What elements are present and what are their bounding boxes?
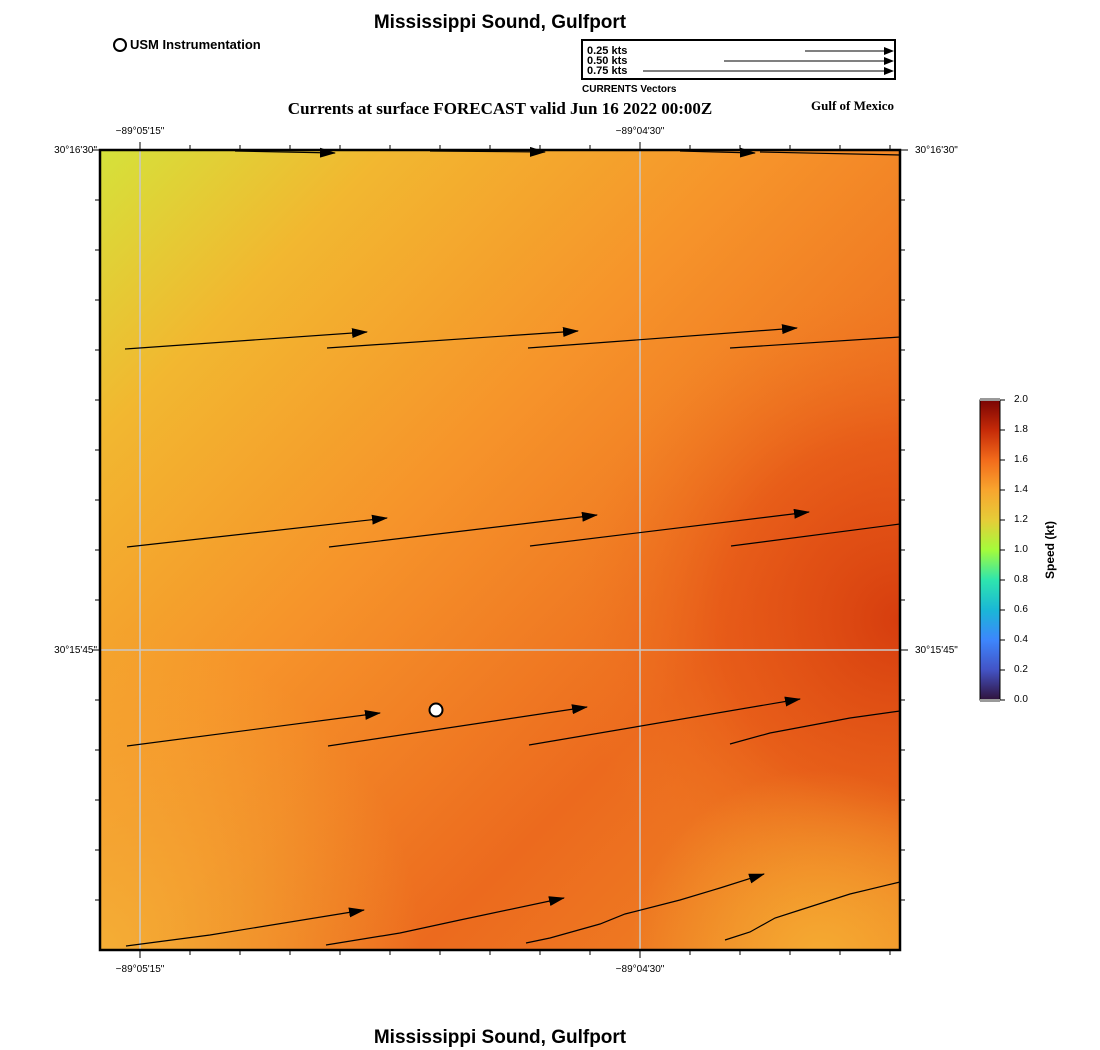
colorbar-ramp bbox=[979, 399, 1001, 701]
current-vector bbox=[325, 896, 565, 946]
vector-legend-caption: CURRENTS Vectors bbox=[582, 84, 677, 95]
current-vector bbox=[125, 907, 365, 947]
current-vector bbox=[679, 147, 756, 158]
current-vector bbox=[124, 328, 368, 350]
vector-legend-box: 0.25 kts 0.50 kts 0.75 kts bbox=[581, 39, 896, 80]
current-vector bbox=[759, 151, 901, 156]
graticule bbox=[100, 150, 900, 950]
map-subtitle: Currents at surface FORECAST valid Jun 1… bbox=[287, 99, 713, 118]
current-vector bbox=[525, 873, 765, 944]
colorbar-tick-label: 1.2 bbox=[1014, 514, 1028, 525]
current-vectors bbox=[124, 146, 901, 947]
colorbar-cap-bottom bbox=[980, 699, 1000, 702]
current-vector bbox=[724, 881, 901, 941]
current-vector bbox=[729, 336, 901, 349]
frame-ticks bbox=[92, 142, 908, 958]
lat-label-right-2: 30°15'45" bbox=[915, 645, 958, 656]
station-marker-icon bbox=[113, 38, 127, 52]
current-vector bbox=[729, 710, 901, 745]
current-speed-map bbox=[92, 142, 908, 958]
vector-legend-label-3: 0.75 kts bbox=[587, 65, 628, 77]
vector-legend-label-2: 0.50 kts bbox=[587, 55, 628, 67]
current-vector bbox=[126, 514, 388, 548]
current-vector bbox=[529, 508, 810, 547]
colorbar-tick-label: 0.4 bbox=[1014, 634, 1028, 645]
lon-label-top-2: −89°04'30" bbox=[615, 126, 665, 137]
current-vector bbox=[234, 147, 336, 158]
lat-label-left-1: 30°16'30" bbox=[54, 145, 97, 156]
lon-label-bottom-2: −89°04'30" bbox=[615, 964, 665, 975]
region-label: Gulf of Mexico bbox=[811, 98, 895, 113]
colorbar-tick-label: 1.0 bbox=[1014, 544, 1028, 555]
lat-label-right-1: 30°16'30" bbox=[915, 145, 958, 156]
colorbar-tick-label: 2.0 bbox=[1014, 394, 1028, 405]
lat-label-left-2: 30°15'45" bbox=[54, 645, 97, 656]
speed-field-left bbox=[100, 150, 900, 950]
current-vector bbox=[730, 523, 901, 547]
colorbar-tick-label: 1.4 bbox=[1014, 484, 1028, 495]
colorbar-tick-label: 0.8 bbox=[1014, 574, 1028, 585]
colorbar-tick-label: 0.2 bbox=[1014, 664, 1028, 675]
colorbar-tick-label: 1.8 bbox=[1014, 424, 1028, 435]
colorbar-label: Speed (kt) bbox=[1043, 520, 1057, 580]
speed-colorbar bbox=[979, 398, 1005, 702]
colorbar-tick-label: 0.6 bbox=[1014, 604, 1028, 615]
current-vector bbox=[328, 511, 598, 548]
colorbar-ticks bbox=[1000, 399, 1005, 701]
footer-title: Mississippi Sound, Gulfport bbox=[373, 1027, 627, 1048]
colorbar-tick-label: 0.0 bbox=[1014, 694, 1028, 705]
current-vector bbox=[327, 704, 588, 747]
station-legend-label: USM Instrumentation bbox=[130, 37, 261, 52]
current-vector bbox=[326, 327, 579, 349]
current-vector bbox=[528, 696, 801, 746]
current-vector bbox=[527, 324, 798, 349]
lon-label-bottom-1: −89°05'15" bbox=[115, 964, 165, 975]
vector-legend-arrows bbox=[643, 47, 894, 75]
current-vector bbox=[126, 709, 381, 747]
colorbar-tick-label: 1.6 bbox=[1014, 454, 1028, 465]
usm-station-icon bbox=[428, 702, 444, 718]
colorbar-cap-top bbox=[980, 398, 1000, 401]
map-title: Mississippi Sound, Gulfport bbox=[373, 12, 627, 33]
vector-legend-label-1: 0.25 kts bbox=[587, 45, 628, 57]
lon-label-top-1: −89°05'15" bbox=[115, 126, 165, 137]
